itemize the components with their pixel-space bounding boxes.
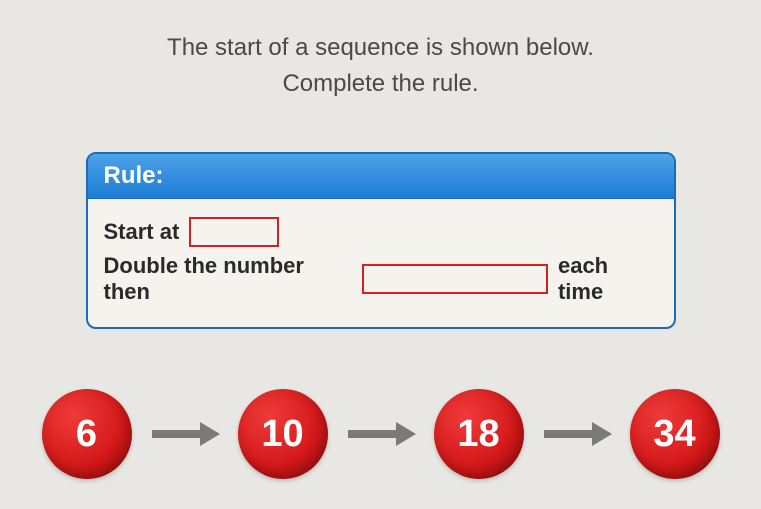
rule-line-double: Double the number then each time — [104, 253, 658, 305]
question-line-2: Complete the rule. — [282, 70, 478, 97]
sequence-row: 6 10 18 34 — [40, 389, 721, 479]
question-line-1: The start of a sequence is shown below. — [167, 34, 594, 61]
arrow-icon — [150, 419, 220, 449]
arrow-icon — [346, 419, 416, 449]
rule-body: Start at Double the number then each tim… — [88, 199, 674, 327]
rule-box: Rule: Start at Double the number then ea… — [86, 152, 676, 329]
sequence-circle: 34 — [630, 389, 720, 479]
start-at-label: Start at — [104, 219, 180, 245]
sequence-circle: 6 — [42, 389, 132, 479]
rule-header: Rule: — [88, 154, 674, 199]
double-label-after: each time — [558, 253, 658, 305]
sequence-circle: 18 — [434, 389, 524, 479]
double-label-before: Double the number then — [104, 253, 352, 305]
start-value-input[interactable] — [189, 217, 279, 247]
rule-line-start: Start at — [104, 217, 658, 247]
sequence-circle: 10 — [238, 389, 328, 479]
operation-input[interactable] — [362, 264, 548, 294]
arrow-icon — [542, 419, 612, 449]
question-text: The start of a sequence is shown below. … — [40, 30, 721, 102]
